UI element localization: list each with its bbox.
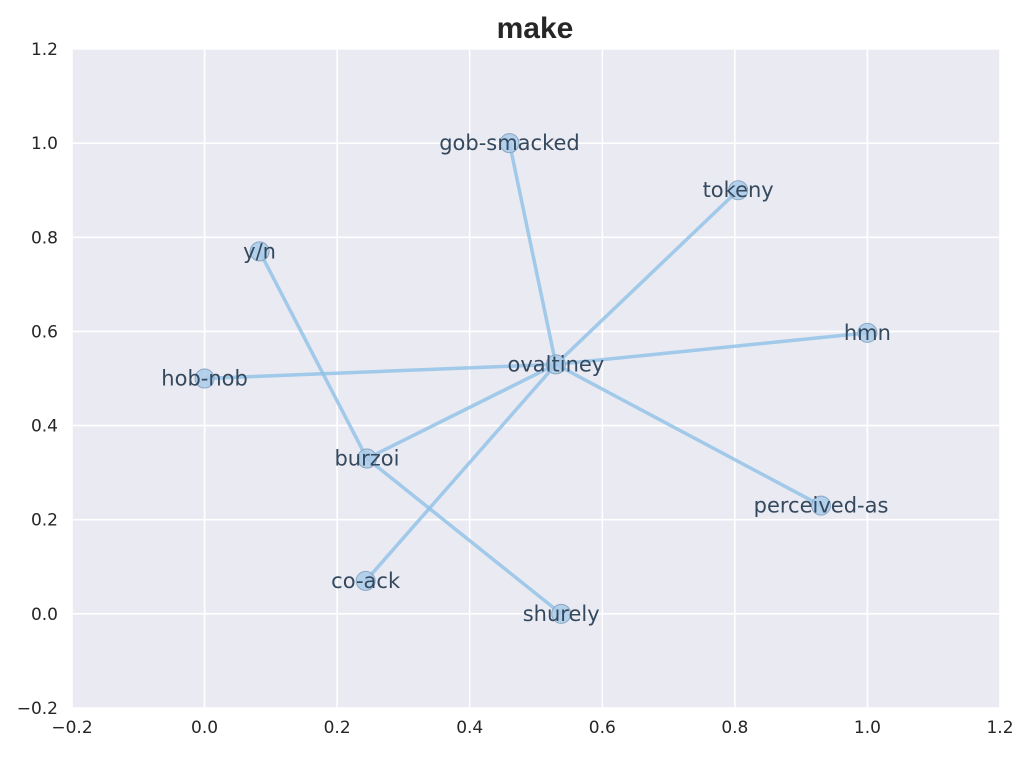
y-tick-label: 0.4 — [31, 417, 58, 437]
edge-ovaltiney-co-ack — [364, 363, 558, 583]
edge-ovaltiney-tokeny — [554, 188, 740, 366]
edge-burzoi-shurely — [365, 457, 563, 616]
y-tick-label: 0.8 — [31, 228, 58, 248]
node-tokeny — [728, 180, 749, 201]
edge-ovaltiney-hob-nob — [204, 362, 556, 381]
x-tick-label: 1.0 — [854, 718, 881, 738]
node-hob-nob — [194, 368, 215, 389]
node-perceived-as — [811, 495, 832, 516]
node-ovaltiney — [545, 354, 566, 375]
node-y-n — [249, 241, 270, 262]
node-label-hmn: hmn — [844, 321, 891, 345]
x-tick-label: −0.2 — [51, 718, 92, 738]
node-label-perceived-as: perceived-as — [754, 494, 889, 518]
node-label-ovaltiney: ovaltiney — [508, 352, 605, 376]
y-axis-ticks: −0.2 0.0 0.2 0.4 0.6 0.8 1.0 1.2 — [17, 40, 58, 719]
edges — [204, 142, 868, 616]
y-tick-label: −0.2 — [17, 699, 58, 719]
x-tick-label: 0.4 — [456, 718, 483, 738]
edge-y/n-burzoi — [258, 250, 369, 460]
y-tick-label: 0.6 — [31, 322, 58, 342]
x-tick-label: 0.8 — [721, 718, 748, 738]
edge-ovaltiney-perceived-as — [555, 362, 822, 508]
node-label-y-n: y/n — [243, 239, 276, 263]
node-burzoi — [356, 448, 377, 469]
node-label-shurely: shurely — [523, 602, 600, 626]
y-tick-label: 1.2 — [31, 40, 58, 60]
node-label-burzoi: burzoi — [334, 447, 399, 471]
node-shurely — [551, 603, 572, 624]
node-label-tokeny: tokeny — [703, 178, 774, 202]
edge-ovaltiney-gob-smacked — [507, 142, 558, 365]
x-tick-label: 1.2 — [986, 718, 1013, 738]
x-tick-label: 0.2 — [324, 718, 351, 738]
y-tick-label: 0.2 — [31, 511, 58, 531]
x-tick-label: 0.6 — [589, 718, 616, 738]
x-axis-ticks: −0.2 0.0 0.2 0.4 0.6 0.8 1.0 1.2 — [51, 718, 1013, 738]
nodes — [194, 133, 878, 624]
edge-ovaltiney-burzoi — [366, 362, 557, 461]
node-co-ack — [355, 570, 376, 591]
edge-ovaltiney-hmn — [555, 331, 868, 367]
node-label-hob-nob: hob-nob — [161, 367, 248, 391]
y-tick-label: 1.0 — [31, 134, 58, 154]
node-labels: ovaltiney gob-smacked tokeny y/n hmn hob-nob b… — [161, 131, 891, 626]
x-tick-label: 0.0 — [191, 718, 218, 738]
grid — [71, 48, 1001, 709]
node-label-gob-smacked: gob-smacked — [439, 131, 580, 155]
node-label-co-ack: co-ack — [331, 569, 401, 593]
node-hmn — [857, 322, 878, 343]
chart-title: make — [497, 12, 574, 45]
node-gob-smacked — [499, 133, 520, 154]
y-tick-label: 0.0 — [31, 605, 58, 625]
